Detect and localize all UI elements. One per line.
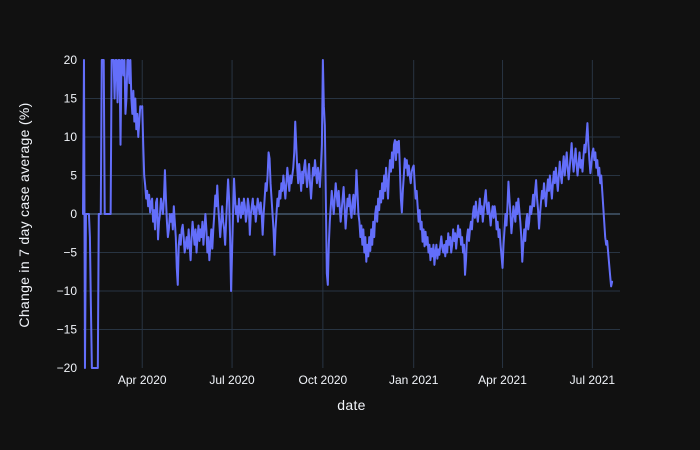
x-tick-label: Jan 2021 — [389, 373, 439, 387]
x-tick-label: Apr 2020 — [118, 373, 167, 387]
y-tick-label: 5 — [70, 169, 77, 183]
series-path — [82, 59, 614, 369]
y-tick-label: −15 — [57, 323, 78, 337]
x-tick-label: Jul 2020 — [209, 373, 255, 387]
x-tick-labels: Apr 2020 Jul 2020 Oct 2020 Jan 2021 Apr 2021… — [118, 373, 615, 387]
y-tick-label: 10 — [64, 130, 78, 144]
y-axis-title: Change in 7 day case average (%) — [16, 102, 32, 328]
y-tick-labels: 20 15 10 5 0 −5 −10 −15 −20 — [57, 53, 78, 375]
x-tick-label: Apr 2021 — [478, 373, 527, 387]
x-tick-label: Jul 2021 — [570, 373, 616, 387]
y-tick-label: 0 — [70, 207, 77, 221]
y-tick-label: 20 — [64, 53, 78, 67]
y-tick-label: −10 — [57, 284, 78, 298]
y-tick-label: −20 — [57, 361, 78, 375]
x-axis-title: date — [337, 397, 366, 413]
x-tick-label: Oct 2020 — [299, 373, 348, 387]
data-line — [82, 59, 614, 369]
y-gridlines — [83, 98, 620, 330]
y-tick-label: 15 — [64, 92, 78, 106]
y-tick-label: −5 — [63, 246, 77, 260]
